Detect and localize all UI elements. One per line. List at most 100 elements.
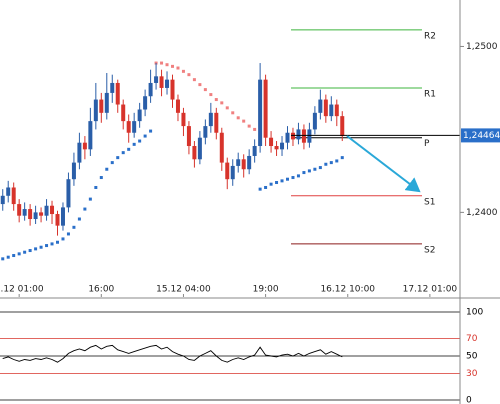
sar-dot bbox=[12, 254, 16, 258]
candle-body bbox=[154, 76, 159, 83]
candle-body bbox=[22, 209, 27, 216]
candle-body bbox=[6, 187, 11, 196]
candle-body bbox=[115, 82, 120, 105]
forecast-arrow bbox=[346, 135, 421, 193]
pivot-label: S2 bbox=[424, 245, 435, 255]
candle-body bbox=[71, 162, 76, 180]
candle-body bbox=[99, 99, 104, 113]
x-tick-label: 16:00 bbox=[88, 285, 114, 295]
candle-body bbox=[263, 79, 268, 138]
candle-body bbox=[269, 137, 274, 147]
sar-dot bbox=[318, 166, 322, 170]
sar-dot bbox=[45, 244, 49, 248]
candle-body bbox=[17, 204, 22, 216]
y-tick-label: 100 bbox=[466, 308, 483, 318]
sar-dot bbox=[72, 225, 76, 229]
sar-dot bbox=[50, 242, 54, 246]
candle-body bbox=[274, 146, 279, 150]
candle-body bbox=[33, 212, 38, 220]
sar-dot bbox=[17, 252, 21, 256]
sar-dot bbox=[99, 176, 103, 180]
sar-dot bbox=[127, 147, 131, 151]
candle-body bbox=[175, 99, 180, 113]
candle-body bbox=[11, 187, 16, 205]
sar-dot bbox=[28, 249, 32, 253]
sar-dot bbox=[1, 257, 5, 261]
price-panel: 2.12 01:00 16:00 15.12 04:00 19:00 16.12 10:… bbox=[0, 29, 460, 297]
sar-dot bbox=[181, 69, 185, 73]
y-tick-label: 0 bbox=[466, 396, 472, 404]
candle-body bbox=[340, 116, 345, 137]
sar-dot bbox=[302, 171, 306, 175]
sar-dot bbox=[160, 61, 164, 65]
last-price-label: 1,24464 bbox=[463, 131, 500, 141]
candle-body bbox=[82, 142, 87, 150]
candle-body bbox=[307, 129, 312, 143]
sar-dot bbox=[296, 174, 300, 178]
sar-dot bbox=[121, 151, 125, 155]
sar-dot bbox=[165, 63, 169, 67]
candle-body bbox=[60, 207, 65, 226]
candle-body bbox=[39, 212, 44, 216]
sar-dot bbox=[176, 66, 180, 70]
candle-body bbox=[252, 146, 257, 156]
candle-body bbox=[230, 165, 235, 180]
candle-body bbox=[280, 142, 285, 150]
candle-body bbox=[334, 104, 339, 117]
candle-body bbox=[132, 121, 137, 133]
pivot-label: P bbox=[424, 139, 430, 149]
sar-dot bbox=[23, 250, 27, 254]
x-tick-label: 16.12 10:00 bbox=[320, 285, 375, 295]
candle-body bbox=[225, 162, 230, 180]
candle-body bbox=[110, 82, 115, 93]
sar-dot bbox=[242, 119, 246, 123]
sar-dot bbox=[56, 240, 59, 244]
sar-dot bbox=[171, 64, 174, 68]
x-tick-label: 15.12 04:00 bbox=[156, 285, 211, 295]
candle-body bbox=[121, 104, 126, 122]
candle-body bbox=[159, 76, 164, 88]
sar-dot bbox=[209, 93, 213, 97]
y-tick-label: 70 bbox=[466, 334, 478, 344]
last-price-box bbox=[461, 128, 500, 143]
sar-dot bbox=[220, 101, 224, 105]
sar-dot bbox=[61, 237, 65, 241]
sar-dot bbox=[116, 156, 120, 160]
sar-dot bbox=[187, 73, 191, 77]
candle-body bbox=[214, 112, 219, 133]
candle-body bbox=[296, 129, 301, 140]
candle-body bbox=[290, 132, 295, 140]
candle-body bbox=[203, 126, 208, 138]
candle-body bbox=[323, 99, 328, 117]
candle-body bbox=[66, 179, 71, 208]
y-tick-label: 1,2400 bbox=[466, 208, 498, 218]
candle-body bbox=[219, 132, 224, 163]
candle-body bbox=[186, 126, 191, 147]
candle-body bbox=[241, 159, 246, 170]
sar-dot bbox=[66, 232, 70, 236]
sar-dot bbox=[214, 98, 218, 102]
sar-dot bbox=[203, 88, 207, 92]
sar-dot bbox=[143, 134, 147, 138]
candle-body bbox=[88, 121, 93, 150]
y-tick-label: 1,2500 bbox=[466, 42, 498, 52]
sar-dot bbox=[335, 159, 339, 163]
rsi-line bbox=[2, 344, 343, 363]
sar-dot bbox=[275, 181, 279, 185]
candle-body bbox=[165, 79, 170, 88]
candle-body bbox=[137, 109, 142, 122]
sar-dot bbox=[291, 176, 295, 180]
sar-dot bbox=[192, 78, 196, 82]
sar-dot bbox=[258, 187, 262, 191]
candle-body bbox=[236, 159, 241, 166]
sar-dot bbox=[6, 255, 10, 259]
sar-dot bbox=[198, 83, 202, 87]
y-tick-label: 30 bbox=[466, 369, 478, 379]
sar-dot bbox=[138, 139, 142, 143]
sar-dot bbox=[264, 185, 268, 189]
sar-dot bbox=[77, 217, 81, 221]
candle-body bbox=[77, 142, 82, 163]
sar-dot bbox=[280, 179, 284, 183]
